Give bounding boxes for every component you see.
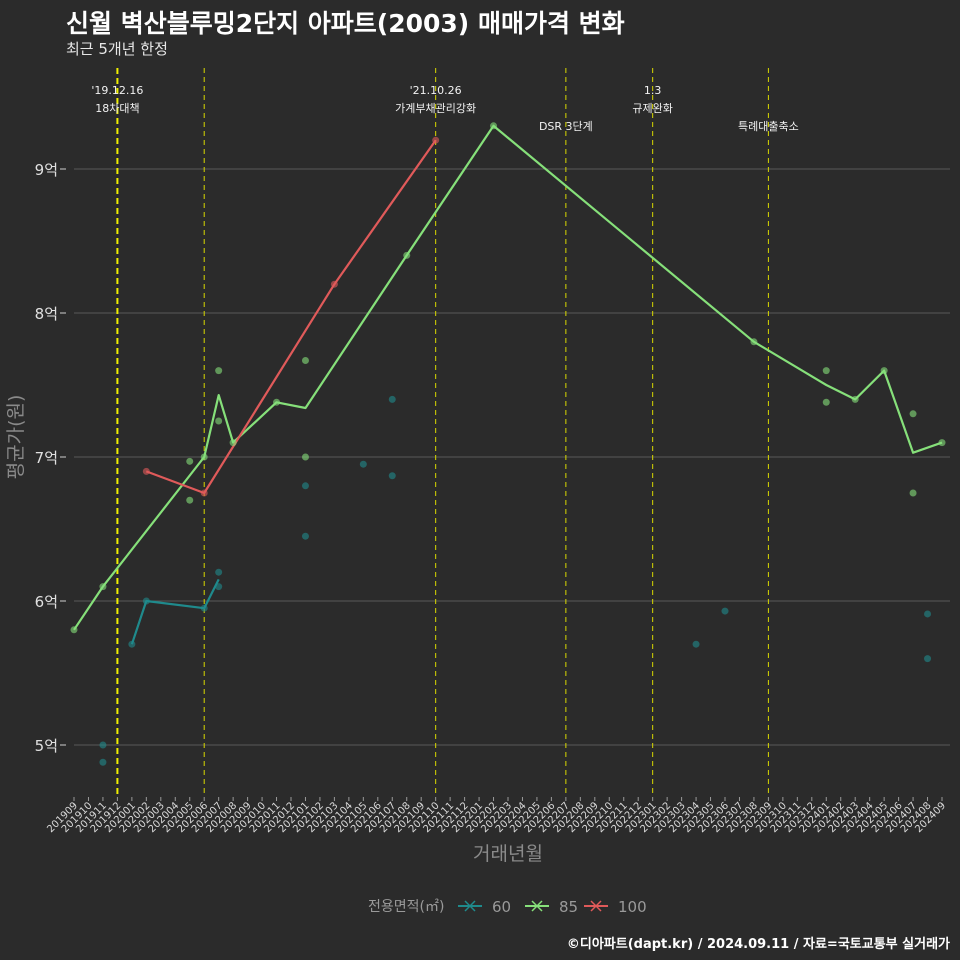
y-tick-label: 8억 [35, 305, 58, 323]
series-point-85 [750, 338, 758, 346]
series-point-85 [186, 496, 194, 504]
event-annotation: 특례대출축소 [738, 120, 799, 133]
series-point-85 [822, 367, 830, 375]
series-point-60 [215, 568, 223, 576]
series-point-85 [99, 583, 107, 591]
chart-title: 신월 벽산블루밍2단지 아파트(2003) 매매가격 변화 [66, 9, 625, 38]
x-axis-ticks: 2019092019102019112019122020012020022020… [45, 797, 948, 835]
series-line-100 [145, 139, 437, 495]
series-point-85 [70, 626, 78, 634]
chart-subtitle: 최근 5개년 한정 [66, 40, 168, 58]
series-point-85 [490, 122, 498, 130]
y-axis-title: 평균가(원) [5, 395, 27, 480]
y-axis-ticks: 5억 6억 7억 8억 9억 [35, 161, 66, 755]
series-point-85 [909, 489, 917, 497]
legend-item-label: 85 [559, 898, 578, 916]
legend-item-label: 100 [618, 898, 647, 916]
series-point-85 [301, 453, 309, 461]
series-point-85 [186, 457, 194, 465]
legend-title: 전용면적(㎡) [368, 899, 444, 915]
series-point-100 [142, 467, 150, 475]
event-annotation: 1.3 [644, 84, 662, 97]
y-tick-label: 6억 [35, 593, 58, 611]
series-point-60 [200, 604, 208, 612]
y-tick-label: 9억 [35, 161, 58, 179]
series-point-85 [851, 395, 859, 403]
series-point-60 [301, 482, 309, 490]
series-point-60 [142, 597, 150, 605]
legend-key-mark [464, 900, 476, 912]
series-point-85 [938, 439, 946, 447]
series-point-85 [403, 251, 411, 259]
series-point-60 [924, 610, 932, 618]
series-point-60 [692, 640, 700, 648]
legend-key-mark [531, 900, 543, 912]
series-point-85 [229, 439, 237, 447]
series-point-60 [99, 741, 107, 749]
series-point-85 [200, 453, 208, 461]
series-point-60 [388, 395, 396, 403]
y-tick-label: 5억 [35, 737, 58, 755]
series-point-85 [215, 417, 223, 425]
legend: 전용면적(㎡) 60 85 100 [368, 898, 647, 916]
series-point-100 [432, 136, 440, 144]
series-point-100 [200, 489, 208, 497]
series-point-60 [924, 655, 932, 663]
event-annotation: '21.10.26 [410, 84, 462, 97]
series-point-60 [721, 607, 729, 615]
series-line-60 [130, 578, 220, 645]
source-footer: ©디아파트(dapt.kr) / 2024.09.11 / 자료=국토교통부 실… [566, 937, 950, 952]
y-tick-label: 7억 [35, 449, 58, 467]
series-point-60 [301, 532, 309, 540]
series-point-60 [388, 472, 396, 480]
event-annotation: 18차대책 [95, 102, 139, 115]
series-point-85 [880, 367, 888, 375]
series-point-60 [215, 583, 223, 591]
series-point-60 [128, 640, 136, 648]
event-annotation: 가계부채관리강화 [395, 102, 476, 115]
event-annotation: '19.12.16 [91, 84, 143, 97]
series-points [70, 122, 946, 766]
series-point-85 [273, 398, 281, 406]
event-lines: '19.12.16 18차대책 '21.10.26 가계부채관리강화 DSR 3단계 1.… [91, 68, 799, 795]
series-point-85 [215, 367, 223, 375]
series-point-60 [359, 460, 367, 468]
grid-lines [74, 168, 950, 746]
legend-item-label: 60 [492, 898, 511, 916]
x-axis-title: 거래년월 [473, 843, 543, 865]
series-point-100 [330, 280, 338, 288]
event-annotation: DSR 3단계 [539, 120, 593, 133]
series-point-85 [301, 357, 309, 365]
series-point-60 [99, 758, 107, 766]
event-annotation: 규제완화 [632, 102, 672, 115]
legend-key-mark [590, 900, 602, 912]
series-point-85 [822, 398, 830, 406]
series-point-85 [909, 410, 917, 418]
